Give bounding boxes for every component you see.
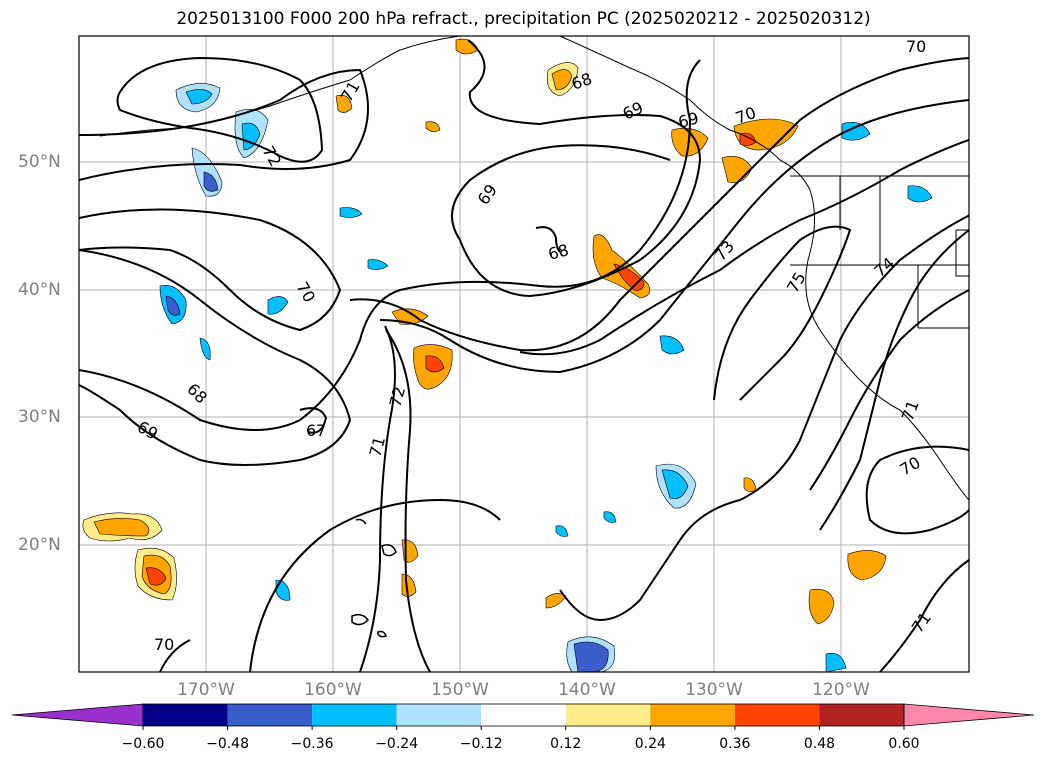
colorbar-extend-high: [903, 703, 1035, 727]
colorbar-tick-label: 0.12: [550, 736, 582, 752]
colorbar-segment: [565, 704, 651, 726]
colorbar-tick-label: −0.36: [290, 736, 334, 752]
colorbar-tick-label: −0.48: [206, 736, 249, 752]
colorbar-tick-label: 0.48: [803, 736, 836, 752]
colorbar-segment: [227, 704, 313, 726]
contour-label: 69: [620, 98, 646, 124]
contour-label: 68: [183, 379, 211, 407]
colorbar-segment: [650, 704, 735, 726]
contour-label: 70: [906, 37, 926, 56]
hawaiian-islands: [351, 518, 397, 638]
colorbar-segment: [481, 704, 566, 726]
colorbar-tick-label: 0.60: [888, 736, 920, 752]
colorbar: [11, 703, 1035, 730]
lon-label: 140°W: [558, 680, 616, 700]
lat-label: 30°N: [18, 407, 61, 427]
contour-label: 74: [870, 253, 898, 281]
colorbar-segment: [312, 704, 397, 726]
coastlines: [99, 36, 969, 501]
lon-label: 120°W: [812, 680, 870, 700]
map-title: 2025013100 F000 200 hPa refract., precip…: [176, 9, 871, 29]
contour-label: 71: [898, 398, 923, 424]
lon-label: 130°W: [685, 680, 743, 700]
lat-label: 50°N: [18, 152, 61, 172]
contour-label: 71: [366, 434, 390, 459]
lon-label: 150°W: [431, 680, 489, 700]
contour-label: 69: [474, 181, 501, 209]
colorbar-tick-label: −0.12: [459, 736, 503, 752]
colorbar-segment: [143, 704, 228, 726]
contour-label: 70: [154, 635, 174, 654]
contour-label: 69: [676, 108, 701, 132]
refractivity-contours: [79, 39, 969, 672]
colorbar-segment: [819, 704, 904, 726]
precip-positive: [82, 38, 887, 625]
contour-label: 72: [386, 384, 410, 409]
lon-label: 160°W: [304, 680, 362, 700]
contour-label: 70: [897, 453, 924, 480]
colorbar-tick-label: 0.36: [719, 736, 751, 752]
colorbar-segment: [734, 704, 820, 726]
colorbar-tick-label: −0.60: [121, 736, 165, 752]
contour-label: 70: [293, 279, 320, 306]
precip-negative: [159, 83, 933, 672]
lon-label: 170°W: [177, 680, 235, 700]
lat-label: 40°N: [18, 280, 61, 300]
colorbar-tick-label: −0.24: [375, 736, 419, 752]
contour-label: 67: [306, 421, 326, 440]
map-frame: [78, 35, 970, 673]
lat-label: 20°N: [18, 535, 61, 555]
colorbar-extend-low: [11, 703, 144, 727]
colorbar-tick-label: 0.24: [634, 736, 666, 752]
contour-label: 68: [546, 240, 571, 264]
colorbar-segment: [396, 704, 482, 726]
